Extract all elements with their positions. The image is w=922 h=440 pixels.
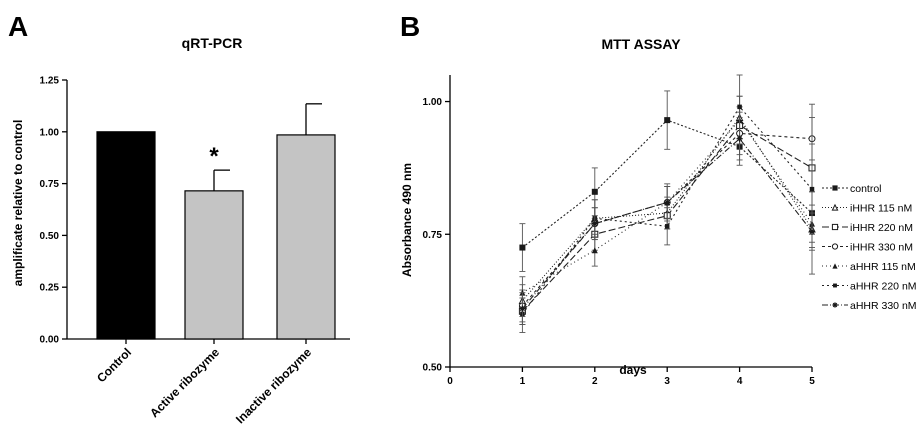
chart-b-point	[736, 135, 743, 142]
chart-b-point	[833, 283, 837, 288]
chart-a-ytick-label: 0.50	[40, 231, 60, 242]
chart-b-xtick-label: 2	[592, 376, 598, 387]
chart-a-marks: 0.00 0.25 0.50 0.75 1.00 1.25 Control Active ri…	[40, 76, 350, 426]
chart-a-ytick-label: 1.00	[40, 127, 60, 138]
chart-b-ylabel: Absorbance 490 nm	[400, 163, 414, 277]
chart-b-series	[519, 117, 815, 325]
chart-a-ytick-label: 0.75	[40, 179, 60, 190]
panel-b-letter: B	[400, 11, 420, 42]
chart-a-ylabel: amplificate relative to control	[11, 120, 25, 287]
chart-a-bar	[96, 131, 156, 340]
chart-b-point	[832, 263, 838, 269]
chart-b-point	[832, 185, 838, 191]
chart-b-xtick-label: 3	[664, 376, 670, 387]
chart-a-significance-star: *	[209, 143, 219, 170]
chart-a-ytick-label: 0.25	[40, 283, 60, 294]
chart-b-xlabel: days	[619, 363, 647, 377]
chart-b-ytick-label: 1.00	[423, 97, 443, 108]
chart-a-category-label: Active ribozyme	[147, 345, 222, 420]
chart-b-point	[831, 243, 839, 250]
chart-b-point	[831, 223, 839, 231]
chart-b-legend: control iHHR 115 nM iHHR 220 nM iHHR 330 nM…	[822, 183, 917, 312]
chart-b-point	[591, 188, 598, 195]
chart-b-xtick-label: 5	[809, 376, 815, 387]
chart-b-title: MTT ASSAY	[601, 36, 681, 52]
chart-b-point	[831, 203, 839, 211]
chart-a-ytick-label: 0.00	[40, 335, 60, 346]
chart-a-ytick-label: 1.25	[40, 76, 60, 87]
chart-b-xtick-label: 0	[447, 376, 453, 387]
chart-b-xtick-label: 4	[737, 376, 743, 387]
chart-b-point	[664, 224, 670, 229]
chart-b-point	[519, 244, 526, 251]
chart-b-point	[591, 247, 598, 254]
chart-b-point	[809, 228, 815, 235]
chart-a-bar	[184, 190, 244, 340]
chart-b-point	[664, 117, 671, 124]
chart-b-legend-label: aHHR 330 nM	[850, 300, 917, 312]
chart-b-point	[809, 186, 815, 192]
chart-b-legend-label: aHHR 220 nM	[850, 281, 917, 293]
chart-b-legend-label: control	[850, 183, 882, 195]
chart-b-legend-label: iHHR 330 nM	[850, 242, 913, 254]
chart-a-category-label: Control	[94, 345, 134, 385]
chart-a-bar	[276, 134, 336, 340]
chart-b-point	[737, 104, 742, 110]
chart-b-point	[664, 199, 671, 206]
chart-b-legend-label: aHHR 115 nM	[850, 261, 916, 273]
chart-b-series-line	[521, 132, 813, 307]
chart-b-point	[591, 220, 598, 227]
panel-a-letter: A	[8, 11, 28, 42]
panel-b: B MTT ASSAY Absorbance 490 nm days 0.500…	[400, 11, 917, 387]
chart-a-category-label: Inactive ribozyme	[233, 345, 314, 426]
chart-b-legend-label: iHHR 220 nM	[850, 222, 913, 234]
chart-a-title: qRT-PCR	[182, 35, 243, 51]
chart-b-point	[832, 302, 838, 308]
chart-b-ytick-label: 0.75	[423, 230, 443, 241]
chart-b-marks: 0.50 0.75 1.00 0 1 2 3 4 5	[423, 74, 816, 387]
panel-a: A qRT-PCR amplificate relative to contro…	[8, 11, 350, 426]
chart-b-legend-label: iHHR 115 nM	[850, 203, 912, 215]
chart-b-xtick-label: 1	[520, 376, 526, 387]
chart-b-point	[519, 305, 526, 312]
chart-b-ytick-label: 0.50	[423, 363, 443, 374]
